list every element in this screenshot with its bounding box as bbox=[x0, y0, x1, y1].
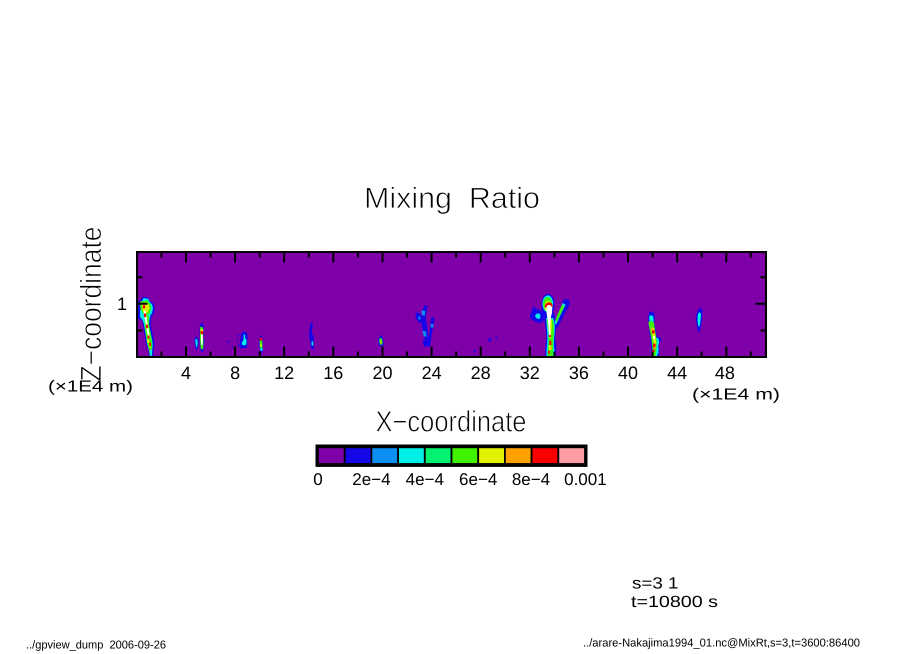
svg-text:X−coordinate: X−coordinate bbox=[376, 406, 527, 439]
svg-text:8e−4: 8e−4 bbox=[512, 470, 550, 489]
svg-text:44: 44 bbox=[667, 363, 687, 383]
svg-text:s=3 1: s=3 1 bbox=[632, 575, 679, 593]
svg-text:../gpview_dump 2006-09-26: ../gpview_dump 2006-09-26 bbox=[26, 640, 166, 652]
svg-text:20: 20 bbox=[372, 363, 392, 383]
svg-text:0: 0 bbox=[313, 470, 322, 489]
svg-text:0.001: 0.001 bbox=[564, 470, 607, 489]
svg-text:48: 48 bbox=[715, 363, 735, 383]
svg-text:6e−4: 6e−4 bbox=[459, 470, 497, 489]
svg-text:40: 40 bbox=[618, 363, 638, 383]
svg-text:(×1E4 m): (×1E4 m) bbox=[692, 387, 780, 404]
svg-text:Z−coordinate: Z−coordinate bbox=[75, 227, 108, 382]
svg-text:../arare-Nakajima1994_01.nc@Mi: ../arare-Nakajima1994_01.nc@MixRt,s=3,t=… bbox=[583, 638, 860, 650]
svg-text:4e−4: 4e−4 bbox=[406, 470, 444, 489]
svg-text:2e−4: 2e−4 bbox=[352, 470, 390, 489]
svg-text:8: 8 bbox=[230, 363, 240, 383]
svg-text:24: 24 bbox=[422, 363, 442, 383]
svg-text:32: 32 bbox=[520, 363, 540, 383]
svg-text:1: 1 bbox=[117, 294, 127, 314]
svg-text:36: 36 bbox=[569, 363, 589, 383]
svg-text:Mixing Ratio: Mixing Ratio bbox=[364, 182, 540, 215]
svg-text:12: 12 bbox=[274, 363, 294, 383]
svg-text:28: 28 bbox=[471, 363, 491, 383]
svg-text:(×1E4 m): (×1E4 m) bbox=[48, 379, 133, 396]
svg-text:t=10800 s: t=10800 s bbox=[631, 593, 718, 611]
svg-text:4: 4 bbox=[181, 363, 191, 383]
svg-text:16: 16 bbox=[323, 363, 343, 383]
